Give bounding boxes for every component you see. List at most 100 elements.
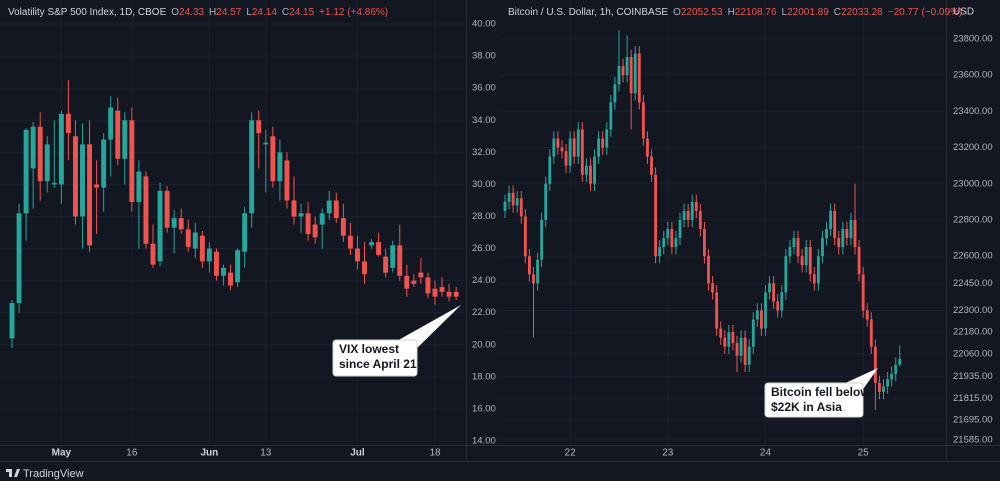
candle-body bbox=[256, 120, 262, 134]
candle-body bbox=[115, 110, 121, 159]
candle-body bbox=[507, 192, 511, 202]
annotation: Bitcoin fell below$22K in Asia bbox=[764, 368, 878, 418]
candle-body bbox=[894, 364, 898, 374]
candle-body bbox=[800, 256, 804, 266]
candle-body bbox=[609, 102, 613, 130]
y-tick-label: 16.00 bbox=[472, 403, 496, 414]
candle-body bbox=[808, 247, 812, 275]
candle-body bbox=[544, 183, 548, 220]
y-tick-label: 14.00 bbox=[472, 436, 496, 447]
candle-body bbox=[601, 138, 605, 148]
candle-body bbox=[674, 238, 678, 248]
candle-body bbox=[784, 256, 788, 293]
candle-body bbox=[101, 139, 107, 188]
chart-header: Volatility S&P 500 Index, 1D, CBOE O24.33… bbox=[8, 7, 388, 18]
candle-body bbox=[650, 156, 653, 175]
candle-body bbox=[898, 358, 902, 365]
y-tick-label: 32.00 bbox=[472, 147, 496, 158]
candle-body bbox=[213, 251, 219, 276]
candle-body bbox=[882, 386, 885, 392]
x-tick-label: Jul bbox=[350, 448, 365, 459]
candle-body bbox=[593, 156, 596, 184]
ohlc-value: 24.57 bbox=[216, 7, 241, 18]
y-tick-label: 23000.00 bbox=[953, 178, 993, 189]
candle-body bbox=[646, 138, 649, 157]
candle-body bbox=[552, 138, 556, 157]
annotation-box bbox=[764, 382, 864, 418]
candle-body bbox=[841, 229, 845, 248]
candle-body bbox=[150, 243, 156, 265]
candle-body bbox=[171, 218, 177, 228]
candle-body bbox=[369, 242, 375, 246]
candle-body bbox=[16, 213, 22, 304]
annotation-text: since April 21 bbox=[339, 357, 417, 371]
chart-title: Bitcoin / U.S. Dollar, 1h, COINBASE bbox=[508, 7, 668, 18]
y-tick-label: 23200.00 bbox=[953, 142, 993, 153]
y-tick-label: 22600.00 bbox=[953, 251, 993, 262]
change: −20.77 (−0.09%) bbox=[888, 7, 963, 18]
candle-body bbox=[540, 219, 544, 260]
annotation-text: $22K in Asia bbox=[771, 400, 842, 414]
x-tick-label: 23 bbox=[662, 448, 674, 459]
candle-body bbox=[340, 218, 346, 236]
candle-body bbox=[277, 152, 283, 182]
candle-body bbox=[580, 129, 584, 175]
candle-body bbox=[572, 138, 576, 157]
candle-body bbox=[511, 192, 515, 206]
candle-body bbox=[108, 107, 114, 140]
candle-body bbox=[523, 216, 527, 257]
ohlc-label: L bbox=[246, 7, 252, 18]
currency-label: USD bbox=[953, 7, 974, 18]
candle-body bbox=[206, 248, 212, 262]
candle-body bbox=[404, 275, 410, 289]
chart-title: Volatility S&P 500 Index, 1D, CBOE bbox=[8, 7, 167, 18]
logo-stem bbox=[9, 469, 12, 477]
candle-body bbox=[446, 291, 452, 297]
candle-body bbox=[164, 190, 170, 228]
candle-body bbox=[845, 229, 849, 239]
candle-body bbox=[621, 66, 625, 76]
candle-body bbox=[37, 126, 43, 182]
ohlc-value: 22033.28 bbox=[841, 7, 883, 18]
y-tick-label: 21815.00 bbox=[953, 393, 993, 404]
annotation-text: Bitcoin fell below bbox=[771, 385, 870, 399]
y-tick-label: 24.00 bbox=[472, 275, 496, 286]
candle-body bbox=[305, 213, 311, 235]
candle-body bbox=[711, 283, 714, 293]
candle-body bbox=[65, 113, 71, 134]
candle-body bbox=[199, 235, 205, 262]
y-tick-label: 22180.00 bbox=[953, 327, 993, 338]
candle-body bbox=[698, 210, 702, 230]
y-tick-label: 30.00 bbox=[472, 179, 496, 190]
candle-body bbox=[759, 310, 763, 329]
ohlc-value: 24.33 bbox=[179, 7, 204, 18]
ohlc-label: C bbox=[834, 7, 841, 18]
candle-body bbox=[694, 201, 698, 211]
ohlc-value: 22052.53 bbox=[681, 7, 723, 18]
candle-body bbox=[560, 147, 564, 152]
candle-body bbox=[58, 113, 64, 185]
candle-body bbox=[143, 176, 149, 244]
candle-body bbox=[584, 165, 588, 175]
candle-body bbox=[686, 210, 690, 220]
candle-body bbox=[816, 256, 820, 284]
candle-body bbox=[228, 272, 234, 286]
candle-body bbox=[625, 57, 629, 76]
candle-body bbox=[776, 301, 780, 311]
candle-body bbox=[861, 274, 865, 311]
candle-body bbox=[857, 247, 861, 275]
candle-body bbox=[788, 247, 792, 257]
candle-body bbox=[284, 160, 290, 201]
candle-body bbox=[519, 198, 523, 217]
candle-body bbox=[532, 274, 535, 284]
candle-body bbox=[185, 229, 191, 247]
candle-body bbox=[654, 174, 658, 257]
y-tick-label: 21695.00 bbox=[953, 415, 993, 426]
candle-body bbox=[878, 382, 881, 392]
change: +1.12 (+4.86%) bbox=[319, 7, 388, 18]
candle-body bbox=[354, 248, 360, 262]
logo-slash bbox=[14, 469, 20, 477]
candle-body bbox=[690, 201, 694, 220]
candle-body bbox=[764, 292, 767, 329]
